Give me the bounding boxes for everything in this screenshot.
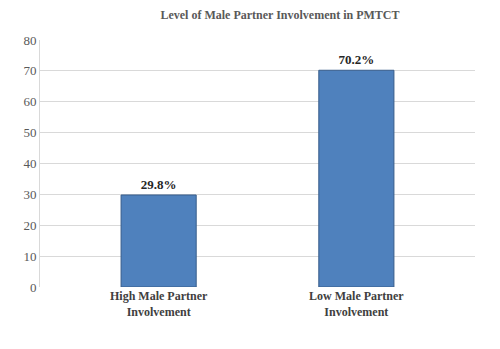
svg-text:29.8%: 29.8% bbox=[141, 177, 177, 192]
svg-text:70.2%: 70.2% bbox=[338, 52, 374, 67]
svg-text:10: 10 bbox=[23, 249, 36, 264]
svg-text:60: 60 bbox=[23, 94, 36, 109]
svg-text:Level of Male Partner Involvem: Level of Male Partner Involvement in PMT… bbox=[160, 8, 399, 22]
svg-text:50: 50 bbox=[23, 125, 36, 140]
svg-text:High Male PartnerInvolvement: High Male PartnerInvolvement bbox=[110, 289, 208, 319]
svg-text:Low Male PartnerInvolvement: Low Male PartnerInvolvement bbox=[309, 289, 404, 319]
svg-text:40: 40 bbox=[23, 156, 36, 171]
svg-text:0: 0 bbox=[30, 280, 37, 295]
svg-text:30: 30 bbox=[23, 187, 36, 202]
svg-text:70: 70 bbox=[23, 63, 36, 78]
svg-text:80: 80 bbox=[23, 33, 36, 48]
svg-text:20: 20 bbox=[23, 218, 36, 233]
